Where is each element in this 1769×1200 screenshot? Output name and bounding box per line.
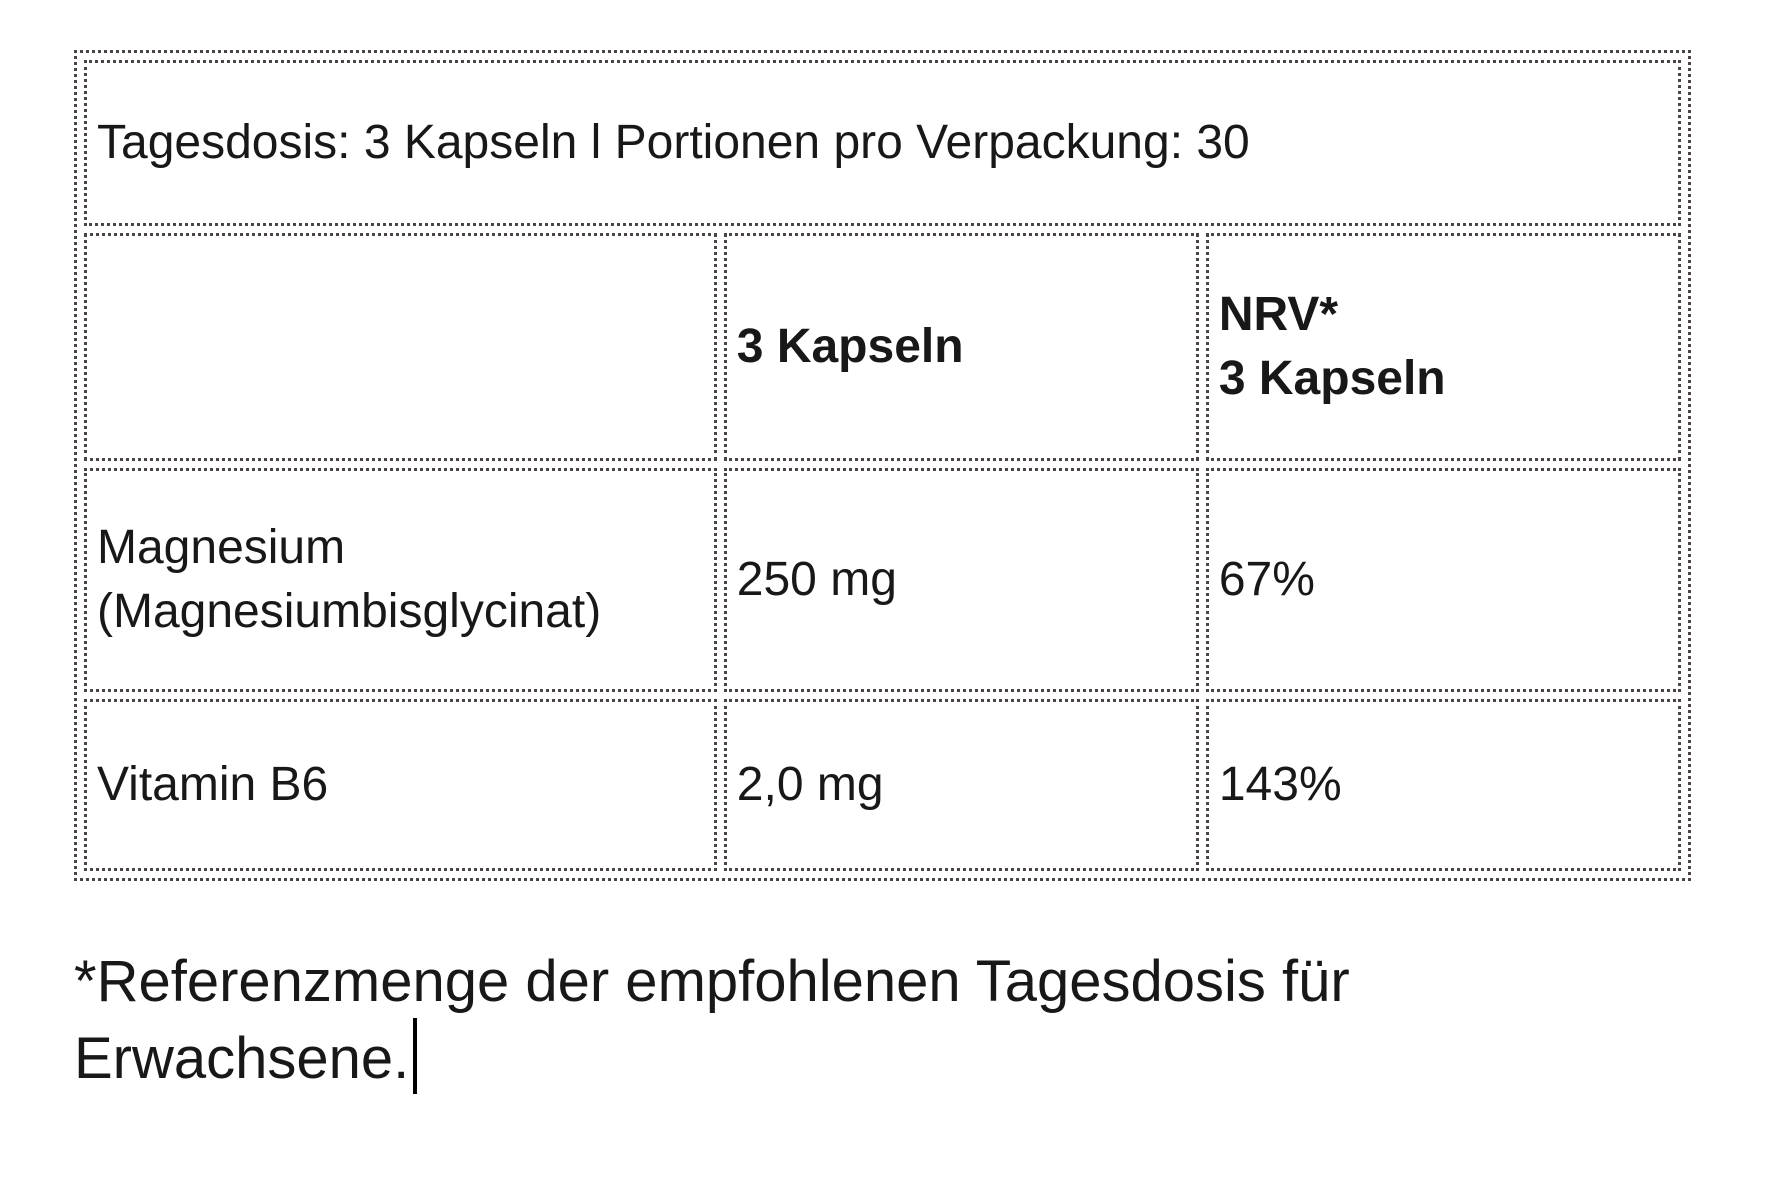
header-nrv-cell[interactable]: NRV* 3 Kapseln: [1205, 233, 1681, 461]
nutrient-nrv-cell[interactable]: 67%: [1205, 468, 1681, 692]
footnote-text: *Referenzmenge der empfohlenen Tagesdosi…: [74, 949, 1350, 1091]
table-row-vitamin-b6: Vitamin B6 2,0 mg 143%: [84, 699, 1681, 871]
nutrition-table: Tagesdosis: 3 Kapseln l Portionen pro Ve…: [74, 50, 1691, 881]
nutrient-amount-cell[interactable]: 250 mg: [723, 468, 1199, 692]
footnote[interactable]: *Referenzmenge der empfohlenen Tagesdosi…: [74, 945, 1694, 1095]
nutrient-nrv-cell[interactable]: 143%: [1205, 699, 1681, 871]
nutrient-name-cell[interactable]: Vitamin B6: [84, 699, 717, 871]
table-row-magnesium: Magnesium (Magnesiumbisglycinat) 250 mg …: [84, 468, 1681, 692]
header-row: 3 Kapseln NRV* 3 Kapseln: [84, 233, 1681, 461]
nutrient-name-cell[interactable]: Magnesium (Magnesiumbisglycinat): [84, 468, 717, 692]
nutrient-amount-cell[interactable]: 2,0 mg: [723, 699, 1199, 871]
daily-dose-row: Tagesdosis: 3 Kapseln l Portionen pro Ve…: [84, 60, 1681, 226]
text-cursor-caret: [413, 1018, 418, 1094]
header-empty-cell[interactable]: [84, 233, 717, 461]
daily-dose-cell[interactable]: Tagesdosis: 3 Kapseln l Portionen pro Ve…: [84, 60, 1681, 226]
header-amount-cell[interactable]: 3 Kapseln: [723, 233, 1199, 461]
